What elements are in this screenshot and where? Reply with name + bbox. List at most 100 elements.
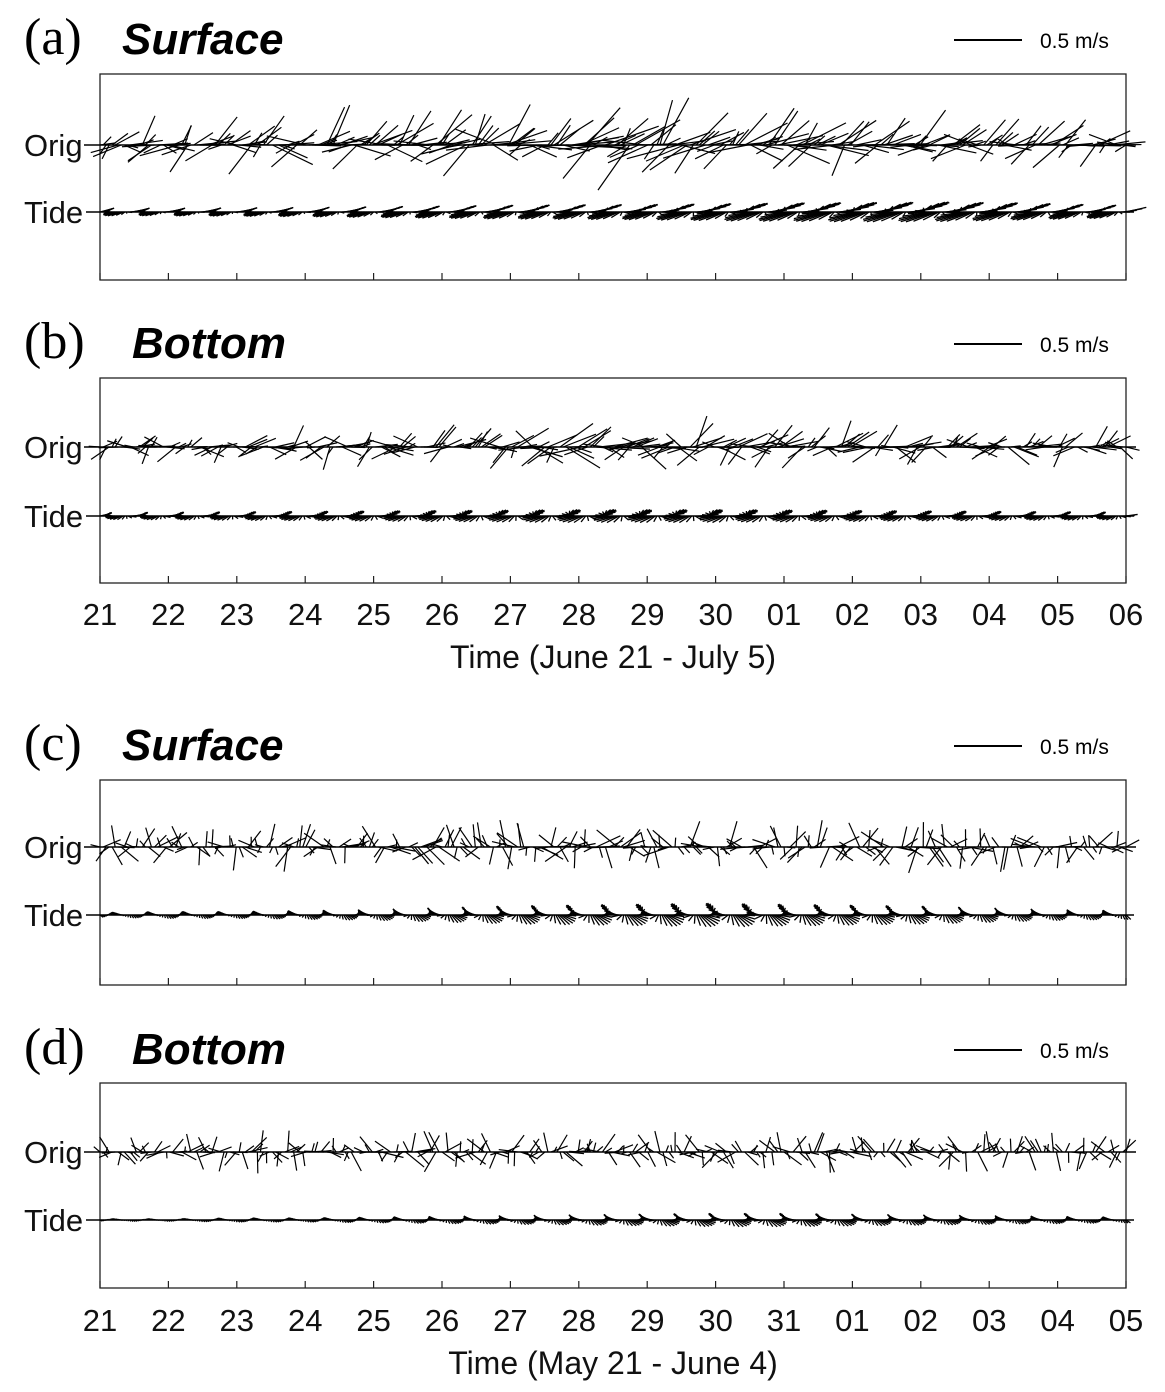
- orig-stick: [874, 446, 882, 457]
- tide-stick: [712, 515, 726, 524]
- orig-stick: [166, 837, 174, 848]
- orig-stick: [1104, 430, 1118, 448]
- orig-stick: [868, 837, 891, 848]
- orig-stick: [696, 144, 715, 152]
- orig-stick: [266, 135, 306, 146]
- orig-stick: [1007, 446, 1030, 466]
- tide-stick: [516, 914, 519, 922]
- tide-stick: [1030, 211, 1046, 220]
- tide-stick: [573, 515, 585, 524]
- tide-stick: [416, 914, 424, 923]
- orig-stick: [373, 846, 382, 858]
- orig-stick: [187, 439, 193, 448]
- tide-stick: [359, 515, 371, 522]
- tide-stick: [887, 515, 901, 522]
- orig-stick: [550, 827, 557, 848]
- x-tick-label: 29: [630, 1303, 664, 1338]
- tide-stick: [805, 914, 817, 927]
- orig-stick: [983, 834, 991, 848]
- orig-stick: [381, 1151, 404, 1159]
- orig-stick: [528, 1151, 540, 1158]
- orig-stick: [1065, 432, 1083, 448]
- tide-stick: [736, 914, 750, 927]
- x-tick-label: 31: [767, 1303, 801, 1338]
- orig-stick: [751, 446, 773, 459]
- orig-stick: [302, 1151, 306, 1167]
- tide-stick: [600, 515, 618, 523]
- orig-stick: [759, 1139, 776, 1153]
- orig-stick: [704, 1145, 721, 1153]
- orig-stick: [771, 846, 775, 855]
- tide-stick: [563, 211, 583, 220]
- orig-stick: [562, 433, 597, 448]
- orig-stick: [844, 433, 861, 448]
- orig-stick: [839, 841, 848, 848]
- orig-stick: [928, 846, 944, 867]
- orig-stick: [488, 846, 495, 865]
- orig-stick: [970, 846, 985, 866]
- orig-stick: [288, 1142, 301, 1153]
- tide-stick: [767, 914, 774, 926]
- orig-stick: [99, 1136, 110, 1153]
- tide-stick: [802, 1219, 807, 1227]
- tide-stick: [458, 515, 475, 522]
- orig-stick: [148, 846, 161, 858]
- orig-stick: [90, 446, 110, 460]
- tide-stick: [344, 914, 351, 921]
- panel-title: Surface: [122, 721, 283, 770]
- orig-stick: [641, 144, 670, 173]
- tide-stick: [840, 1219, 849, 1227]
- orig-stick: [953, 840, 960, 848]
- tide-stick: [791, 515, 799, 523]
- orig-stick: [604, 846, 613, 869]
- tide-stick: [900, 211, 934, 223]
- tide-stick: [630, 515, 651, 522]
- orig-stick: [659, 99, 674, 146]
- orig-stick: [296, 838, 300, 848]
- orig-stick: [901, 826, 908, 848]
- tide-stick: [718, 515, 727, 523]
- tide-stick: [726, 914, 731, 924]
- x-tick-label: 06: [1109, 597, 1143, 632]
- orig-stick: [1052, 1146, 1060, 1153]
- tide-stick: [364, 515, 373, 522]
- tide-stick: [531, 211, 548, 220]
- orig-stick: [1090, 1141, 1106, 1153]
- tide-stick: [878, 914, 891, 925]
- orig-stick: [392, 846, 406, 853]
- tide-stick: [586, 515, 590, 522]
- tide-stick: [326, 515, 336, 522]
- tide-stick: [737, 211, 760, 222]
- x-tick-label: 23: [220, 1303, 254, 1338]
- orig-stick: [647, 1151, 656, 1167]
- orig-stick: [930, 144, 966, 160]
- orig-stick: [445, 824, 455, 848]
- orig-stick: [689, 422, 714, 448]
- orig-stick: [480, 127, 500, 146]
- orig-stick: [414, 846, 430, 865]
- tide-stick: [824, 515, 834, 523]
- tide-stick: [444, 914, 448, 921]
- orig-stick: [801, 122, 847, 146]
- orig-stick: [813, 427, 830, 448]
- tide-stick: [1072, 211, 1082, 218]
- orig-stick: [507, 846, 513, 870]
- orig-stick: [114, 131, 140, 146]
- orig-stick: [565, 1151, 583, 1167]
- orig-stick: [670, 1144, 673, 1153]
- tide-stick: [931, 515, 940, 522]
- tide-stick: [693, 914, 696, 924]
- tide-stick: [549, 914, 554, 922]
- orig-stick: [190, 437, 203, 448]
- tide-stick: [982, 914, 991, 923]
- tide-stick: [726, 211, 757, 222]
- orig-stick: [977, 1151, 988, 1172]
- tide-stick: [860, 211, 870, 219]
- row-label-tide: Tide: [24, 499, 83, 534]
- orig-stick: [361, 825, 376, 848]
- orig-stick: [744, 1151, 759, 1166]
- tide-stick: [938, 914, 943, 921]
- orig-stick: [992, 435, 1007, 448]
- tide-stick: [425, 515, 441, 523]
- tide-stick: [596, 211, 618, 221]
